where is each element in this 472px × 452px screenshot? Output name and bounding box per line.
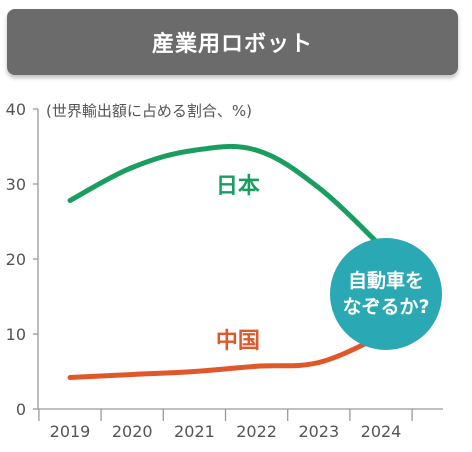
- x-tick-label: 2024: [361, 422, 402, 441]
- y-tick-label: 40: [6, 100, 26, 119]
- x-tick-label: 2019: [50, 422, 91, 441]
- callout-badge: 自動車を なぞるか?: [330, 238, 442, 350]
- y-tick-label: 20: [6, 250, 26, 269]
- title-banner: 産業用ロボット: [7, 9, 458, 75]
- series-label: 中国: [216, 329, 260, 354]
- series-line-1: [67, 333, 384, 380]
- y-axis-label: (世界輸出額に占める割合、%): [46, 102, 252, 120]
- y-tick-label: 10: [6, 325, 26, 344]
- series-line-0: [67, 143, 384, 249]
- callout-line-2: なぞるか?: [342, 296, 430, 318]
- y-tick-label: 30: [6, 175, 26, 194]
- chart-title: 産業用ロボット: [151, 32, 313, 57]
- y-tick-label: 0: [16, 400, 26, 419]
- x-tick-label: 2023: [298, 422, 339, 441]
- x-tick-label: 2021: [174, 422, 215, 441]
- series-label: 日本: [216, 174, 260, 199]
- x-tick-label: 2020: [112, 422, 153, 441]
- x-tick-label: 2022: [236, 422, 277, 441]
- callout-line-1: 自動車を: [347, 270, 424, 292]
